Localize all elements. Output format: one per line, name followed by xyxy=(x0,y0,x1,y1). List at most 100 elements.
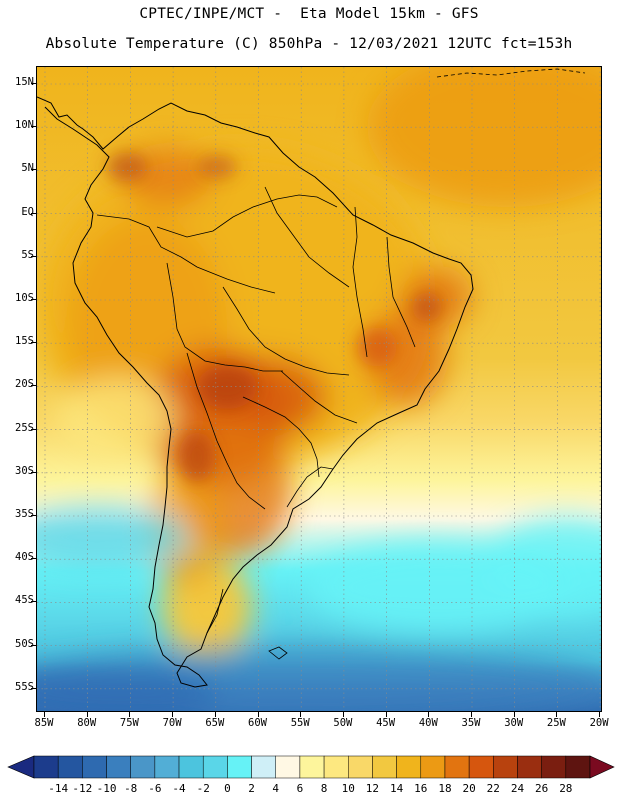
temperature-map xyxy=(37,67,601,711)
lat-tick-label: 25S xyxy=(15,421,34,434)
lat-tick-label: 15N xyxy=(15,76,34,88)
lat-tick-label: 5N xyxy=(21,162,34,175)
lat-tick-label: 10N xyxy=(15,119,34,132)
map-panel xyxy=(36,66,602,712)
colorbar-tick-label: 28 xyxy=(559,782,573,795)
colorbar-tick-label: 20 xyxy=(462,782,476,795)
colorbar-swatch xyxy=(202,755,228,779)
colorbar-swatch xyxy=(517,755,542,779)
lat-tick-mark xyxy=(31,126,36,128)
colorbar-swatch xyxy=(372,755,397,779)
lon-tick-label: 40W xyxy=(418,717,438,729)
colorbar-swatch xyxy=(348,755,373,779)
lat-tick-mark xyxy=(31,212,36,214)
title-line-2: Absolute Temperature (C) 850hPa - 12/03/… xyxy=(45,36,573,52)
colorbar-tick-label: 22 xyxy=(486,782,500,795)
lon-tick-label: 75W xyxy=(119,717,139,729)
lat-tick-label: 35S xyxy=(15,508,34,520)
colorbar-swatch xyxy=(227,755,252,779)
colorbar-tick-label: 2 xyxy=(248,782,255,795)
colorbar-tick-label: -10 xyxy=(96,782,117,795)
lon-tick-label: 30W xyxy=(504,717,524,729)
lon-tick-mark xyxy=(556,712,558,717)
colorbar-arrow-low xyxy=(7,755,35,779)
lon-tick-mark xyxy=(513,712,515,717)
colorbar-tick-label: -12 xyxy=(72,782,93,795)
country-borders xyxy=(96,186,416,634)
colorbar-swatch xyxy=(323,755,349,779)
colorbar-swatch xyxy=(420,755,446,779)
lon-tick-mark xyxy=(385,712,387,717)
colorbar xyxy=(7,755,615,779)
lon-tick-label: 35W xyxy=(461,717,481,729)
lon-tick-mark xyxy=(86,712,88,717)
title-line-1: CPTEC/INPE/MCT - Eta Model 15km - GFS xyxy=(139,6,479,22)
colorbar-tick-label: -14 xyxy=(48,782,69,795)
lat-tick-mark xyxy=(31,601,36,603)
lon-tick-label: 20W xyxy=(589,717,609,729)
lon-tick-mark xyxy=(300,712,302,717)
colorbar-tick-label: 4 xyxy=(272,782,280,795)
lat-tick-label: 10S xyxy=(15,292,34,304)
lat-tick-label: 50S xyxy=(15,637,34,650)
colorbar-tick-label: 6 xyxy=(296,782,304,795)
colorbar-tick-label: 14 xyxy=(389,782,404,795)
colorbar-swatch xyxy=(33,755,59,779)
lat-tick-mark xyxy=(31,428,36,430)
colorbar-tick-label: -8 xyxy=(124,782,138,795)
colorbar-tick-label: 24 xyxy=(510,782,525,795)
lat-tick-label: 40S xyxy=(15,551,34,564)
colorbar-swatch xyxy=(82,755,107,779)
colorbar-swatch xyxy=(57,755,83,779)
colorbar-tick-label: 8 xyxy=(320,782,328,795)
lat-tick-label: 45S xyxy=(15,594,34,607)
falkland-islands xyxy=(268,646,288,660)
lat-tick-mark xyxy=(31,644,36,646)
lon-tick-mark xyxy=(257,712,259,717)
colorbar-swatch xyxy=(565,755,591,779)
colorbar-swatch xyxy=(275,755,301,779)
lat-tick-label: 20S xyxy=(15,378,34,391)
colorbar-tick-label: 18 xyxy=(438,782,452,795)
lat-tick-mark xyxy=(31,515,36,516)
lon-tick-mark xyxy=(129,712,131,717)
lon-tick-label: 60W xyxy=(248,717,267,729)
colorbar-swatch xyxy=(493,755,518,779)
colorbar-swatch xyxy=(541,755,567,779)
lat-tick-mark xyxy=(31,342,36,344)
colorbar-tick-label: 10 xyxy=(341,782,355,795)
colorbar-swatch xyxy=(178,755,204,779)
lon-tick-label: 70W xyxy=(162,717,182,729)
lon-tick-mark xyxy=(44,712,45,717)
lat-tick-mark xyxy=(31,558,36,560)
colorbar-swatch xyxy=(396,755,422,779)
lat-tick-mark xyxy=(31,471,36,473)
lon-tick-label: 85W xyxy=(34,717,54,729)
colorbar-tick-label: -4 xyxy=(172,782,186,795)
lon-tick-mark xyxy=(342,712,344,717)
lon-tick-mark xyxy=(214,712,216,717)
lon-tick-mark xyxy=(471,712,472,717)
lat-tick-label: 15S xyxy=(15,335,34,348)
temperature-patches xyxy=(37,67,601,711)
lat-tick-label: EQ xyxy=(21,205,34,218)
lat-tick-mark xyxy=(31,169,36,171)
colorbar-swatch xyxy=(106,755,131,779)
lat-tick-mark xyxy=(31,83,36,84)
colorbar-tick-label: -2 xyxy=(196,782,210,795)
lat-tick-mark xyxy=(31,687,36,689)
colorbar-swatch xyxy=(251,755,276,779)
colorbar-swatch xyxy=(130,755,156,779)
lon-tick-label: 55W xyxy=(290,717,310,729)
colorbar-swatch xyxy=(154,755,180,779)
colorbar-tick-label: 0 xyxy=(224,782,231,795)
lat-tick-mark xyxy=(31,385,36,387)
colorbar-tick-label: -6 xyxy=(148,782,162,795)
colorbar-tick-label: 12 xyxy=(365,782,380,795)
lat-tick-label: 55S xyxy=(15,680,34,693)
colorbar-tick-label: 26 xyxy=(535,782,549,795)
colorbar-tick-label: 16 xyxy=(414,782,428,795)
colorbar-swatch xyxy=(444,755,470,779)
colorbar-arrow-high xyxy=(589,755,615,779)
lon-tick-label: 25W xyxy=(546,717,566,729)
